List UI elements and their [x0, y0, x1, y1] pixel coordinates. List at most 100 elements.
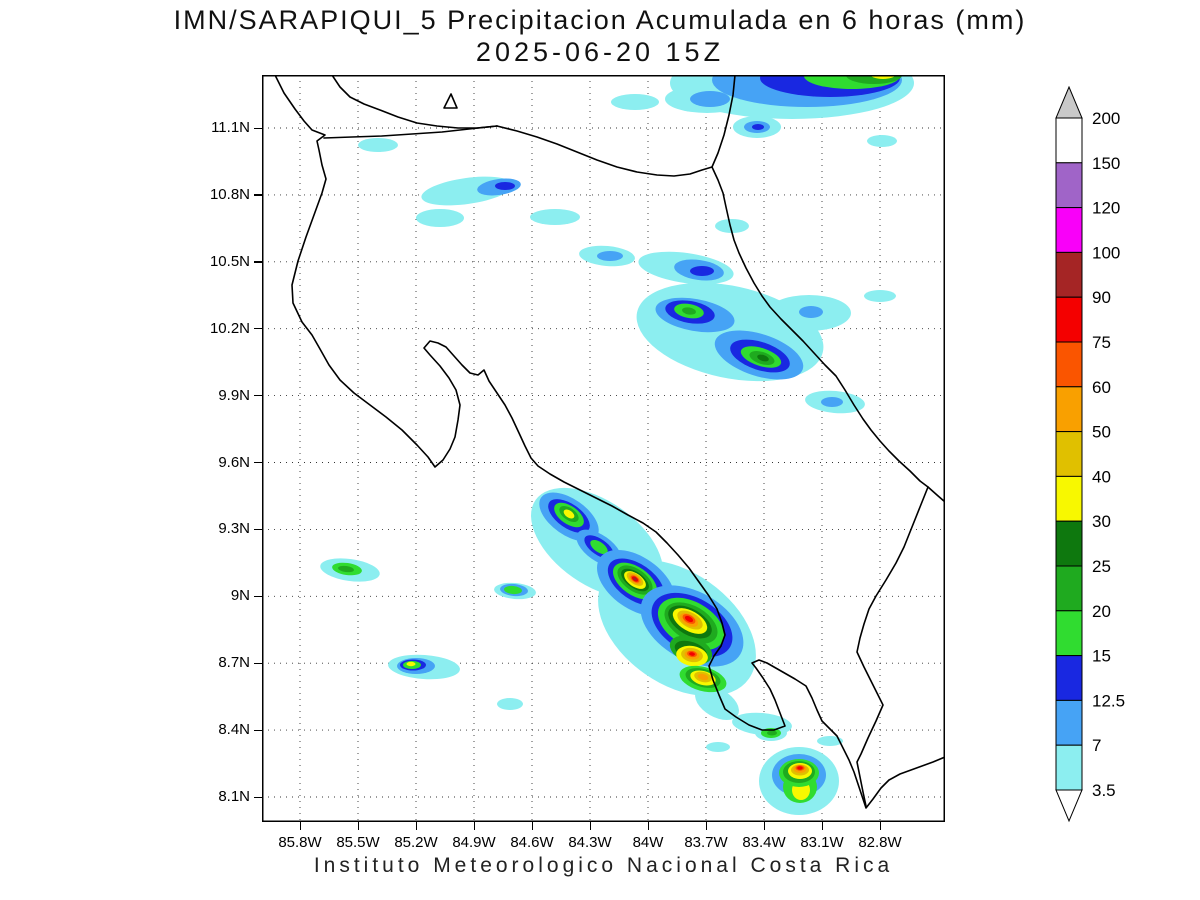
- lat-tick-label: 10.2N: [209, 319, 250, 337]
- lon-tick-label: 83.1W: [800, 834, 844, 851]
- colorbar-segment-7mm: [1055, 699, 1083, 746]
- colorbar-svg: 200 150 120 100 90 75 60 50 40 30 25 20 15 12.5 7 3.5: [1055, 85, 1125, 823]
- colorbar-label: 60: [1092, 378, 1111, 397]
- lat-tick-label: 8.7N: [218, 654, 250, 672]
- lat-tick-mark: [254, 729, 262, 731]
- lat-tick-label: 11.1N: [211, 119, 250, 136]
- precip-cell-75mm: [797, 766, 803, 770]
- lat-tick-mark: [254, 261, 262, 263]
- lon-tick-label: 83.7W: [684, 834, 728, 851]
- lon-tick-mark: [647, 822, 649, 830]
- precip-cell-15mm: [590, 539, 608, 555]
- colorbar-segment-30mm: [1055, 475, 1083, 522]
- colorbar-label: 12.5: [1092, 691, 1125, 710]
- lon-tick-mark: [415, 822, 417, 830]
- colorbar-segment-25mm: [1055, 520, 1083, 567]
- colorbar-segment-12.5mm: [1055, 655, 1083, 701]
- colorbar-segment-40mm: [1055, 431, 1083, 477]
- lon-tick-mark: [299, 822, 301, 830]
- precip-cell-75mm: [684, 615, 694, 623]
- colorbar-label: 7: [1092, 736, 1101, 755]
- colorbar-label: 15: [1092, 647, 1111, 666]
- page-title: IMN/SARAPIQUI_5 Precipitacion Acumulada …: [173, 5, 1027, 35]
- lon-tick-mark: [763, 822, 765, 830]
- lon-tick-label: 84W: [632, 834, 664, 851]
- colorbar-label: 25: [1092, 557, 1111, 576]
- lat-tick-mark: [254, 328, 262, 330]
- coastline-caribbean-nicaragua: [711, 75, 736, 168]
- lon-tick-label: 83.4W: [742, 834, 786, 851]
- precip-cell-7mm: [799, 306, 823, 318]
- border-nicaragua: [323, 125, 498, 139]
- colorbar-arrow-down: [1055, 789, 1083, 823]
- colorbar-label: 120: [1092, 199, 1120, 218]
- colorbar-label: 100: [1092, 243, 1120, 262]
- precip-cell-3.5mm: [530, 209, 580, 225]
- precip-cell-12.5mm: [690, 266, 714, 276]
- precip-cell-3.5mm: [817, 736, 843, 746]
- lat-tick-mark: [254, 462, 262, 464]
- colorbar-label: 90: [1092, 288, 1111, 307]
- lon-tick-mark: [357, 822, 359, 830]
- colorbar-segment-150mm: [1055, 117, 1083, 164]
- colorbar-label: 30: [1092, 512, 1111, 531]
- coastlines: [274, 75, 945, 809]
- colorbar-legend: 200 150 120 100 90 75 60 50 40 30 25 20 15 12.5 7 3.5: [1054, 85, 1194, 826]
- san-juan-river: [496, 125, 713, 177]
- lake-island: [443, 93, 458, 109]
- colorbar-segment-15mm: [1055, 610, 1083, 657]
- lon-tick-mark: [473, 822, 475, 830]
- precip-cell-75mm: [689, 652, 695, 656]
- precip-cell-30mm: [406, 661, 416, 667]
- lon-tick-label: 82.8W: [858, 834, 902, 851]
- precip-cell-3.5mm: [611, 94, 659, 110]
- precip-cell-7mm: [597, 251, 623, 261]
- colorbar-label: 150: [1092, 154, 1120, 173]
- colorbar-label: 40: [1092, 467, 1111, 486]
- precip-cells: [320, 75, 914, 815]
- lat-tick-label: 9.9N: [218, 386, 250, 404]
- lat-tick-label: 10.8N: [209, 185, 250, 203]
- precip-cell-3.5mm: [715, 219, 749, 233]
- lon-tick-label: 85.2W: [394, 834, 438, 851]
- precip-cell-20mm: [338, 565, 354, 573]
- colorbar-label: 20: [1092, 602, 1111, 621]
- page-subtitle-datetime: 2025-06-20 15Z: [475, 37, 725, 67]
- lon-tick-mark: [879, 822, 881, 830]
- lat-tick-mark: [254, 662, 262, 664]
- lat-tick-label: 9N: [230, 587, 250, 605]
- colorbar-segment-60mm: [1055, 341, 1083, 388]
- colorbar-segment-50mm: [1055, 386, 1083, 433]
- precip-cell-3.5mm: [497, 698, 523, 710]
- lon-tick-mark: [531, 822, 533, 830]
- precip-cell-3.5mm: [867, 135, 897, 147]
- precip-cell-3.5mm: [706, 742, 730, 752]
- lake-nicaragua-shore: [331, 75, 498, 129]
- colorbar-segment-3.5mm: [1055, 744, 1083, 791]
- lon-tick-label: 84.6W: [510, 834, 554, 851]
- precip-cell-7mm: [690, 91, 730, 107]
- lat-tick-mark: [254, 194, 262, 196]
- colorbar-label: 75: [1092, 333, 1111, 352]
- coastline-pacific: [274, 75, 945, 809]
- precip-cell-15mm: [504, 585, 522, 595]
- lat-tick-label: 9.6N: [218, 453, 250, 471]
- precip-cell-12.5mm: [752, 124, 764, 130]
- precip-cell-25mm: [757, 354, 769, 362]
- plot-frame: [262, 75, 945, 822]
- colorbar-segment-90mm: [1055, 251, 1083, 298]
- lat-tick-label: 8.1N: [218, 788, 250, 805]
- lat-tick-label: 8.4N: [218, 721, 250, 739]
- lon-tick-label: 85.8W: [278, 834, 322, 851]
- precip-cell-3.5mm: [416, 209, 464, 227]
- gridlines: [262, 75, 945, 822]
- colorbar-segment-20mm: [1055, 565, 1083, 612]
- lon-tick-label: 84.9W: [452, 834, 496, 851]
- colorbar-segment-75mm: [1055, 296, 1083, 343]
- colorbar-arrow-up: [1055, 85, 1083, 119]
- lon-tick-mark: [705, 822, 707, 830]
- precip-cell-3.5mm: [864, 290, 896, 302]
- lat-tick-mark: [254, 796, 262, 798]
- lat-tick-mark: [254, 528, 262, 531]
